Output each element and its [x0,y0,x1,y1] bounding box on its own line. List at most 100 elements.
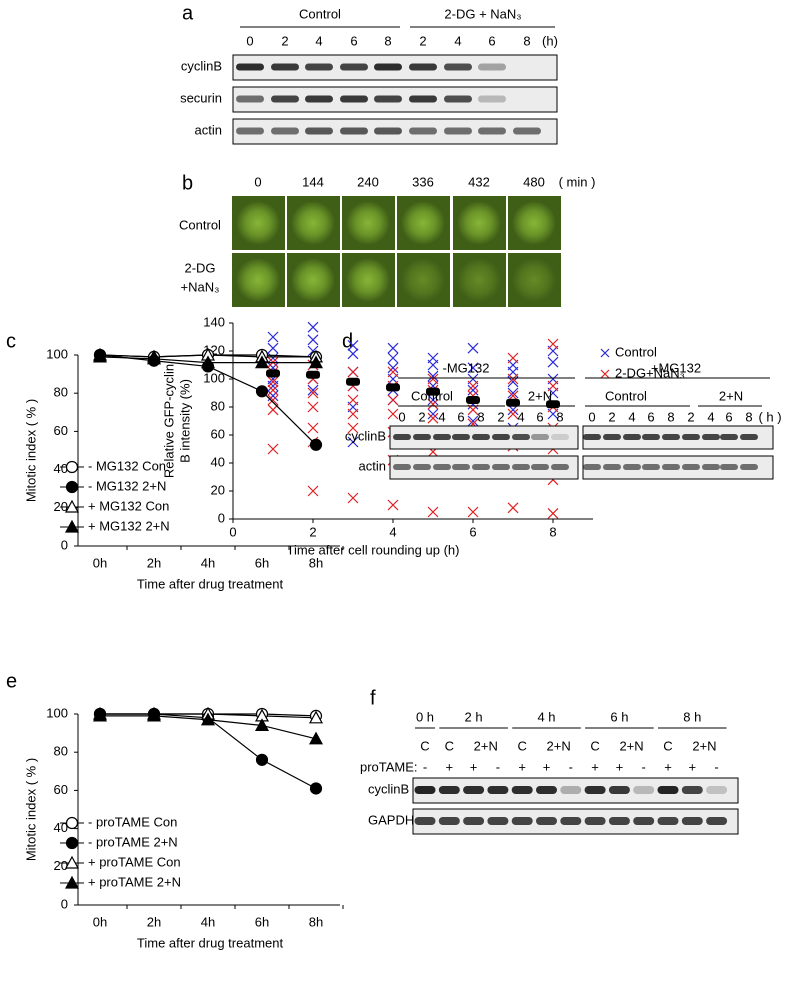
cell [291,201,335,245]
y-tick-label: 20 [54,858,68,873]
band [414,817,436,825]
row-label: securin [180,90,222,105]
point [347,492,359,504]
mean-mark [266,369,280,378]
y-tick-label: 0 [61,537,68,552]
time-label: 6 h [610,709,628,724]
group-label: +MG132 [651,360,701,375]
lane-label: 8 [523,33,530,48]
condition-label: C [518,738,527,753]
point [427,359,439,371]
band [487,786,509,794]
y-tick-label: 20 [211,482,225,497]
y-tick-label: 100 [46,705,68,720]
legend-label: + MG132 Con [88,498,169,513]
band [340,127,368,135]
lane-label: 8 [477,409,484,424]
legend-label: Control [615,344,657,359]
band [374,95,402,103]
y-tick-label: 40 [54,461,68,476]
point [387,352,399,364]
band [478,63,506,71]
band [681,786,703,794]
lane-label: 4 [628,409,635,424]
band [305,127,333,135]
group-label: -MG132 [443,360,490,375]
band [584,817,606,825]
point [427,394,439,406]
point [427,412,439,424]
band [463,786,485,794]
lane-label: 6 [647,409,654,424]
point [467,415,479,427]
cell [401,201,445,245]
x-axis-label: Time after drug treatment [137,576,284,591]
treatment-sign: + [689,759,697,774]
band [657,786,679,794]
point [255,385,269,398]
lane-label: 6 [536,409,543,424]
panel-label: c [6,330,16,352]
time-label: 8 h [683,709,701,724]
condition-label: C [445,738,454,753]
mean-mark [386,383,400,392]
point [200,355,216,369]
lane-label: 6 [725,409,732,424]
point [387,362,399,374]
point [507,408,519,420]
subgroup-label: Control [411,388,453,403]
legend-label: - MG132 Con [88,458,166,473]
legend-label: - proTAME 2+N [88,834,178,849]
legend-marker [65,816,79,830]
treatment-sign: + [470,759,478,774]
y-tick-label: 80 [54,385,68,400]
x-tick-label: 2h [147,914,161,929]
x-tick-label: 8h [309,914,323,929]
cell [512,258,556,302]
y-tick-label: 0 [61,896,68,911]
x-tick-label: 8 [549,524,556,539]
lane-label: 8 [556,409,563,424]
lane-label: 8 [384,33,391,48]
legend-marker [64,875,80,889]
y-tick-label: 80 [54,744,68,759]
band [560,786,582,794]
band [438,817,460,825]
y-tick-label: 60 [54,423,68,438]
lane-label: 2 [608,409,615,424]
row-label: actin [359,458,386,473]
band [472,464,490,470]
lane-label: 4 [438,409,445,424]
point [507,352,519,364]
cell [346,201,390,245]
treatment-sign: - [569,759,573,774]
treatment-sign: + [518,759,526,774]
point [427,506,439,518]
band [603,464,621,470]
band [340,95,368,103]
band [623,464,641,470]
y-axis-label: Mitotic index ( % ) [23,758,38,861]
point [267,331,279,343]
band [452,464,470,470]
subgroup-label: Control [605,388,647,403]
condition-label: C [590,738,599,753]
lane-label: 4 [315,33,322,48]
point [307,401,319,413]
point [387,342,399,354]
lane-label: 2 [419,33,426,48]
point [309,438,323,451]
mean-mark [346,377,360,386]
point [347,366,359,378]
point [309,782,323,795]
point [307,321,319,333]
x-tick-label: 6h [255,914,269,929]
legend-label: + proTAME Con [88,854,181,869]
point [255,753,269,766]
y-tick-label: 0 [218,510,225,525]
group-label: Control [299,6,341,21]
legend-marker [64,519,80,533]
panel-label: f [370,687,376,709]
band [583,434,601,440]
